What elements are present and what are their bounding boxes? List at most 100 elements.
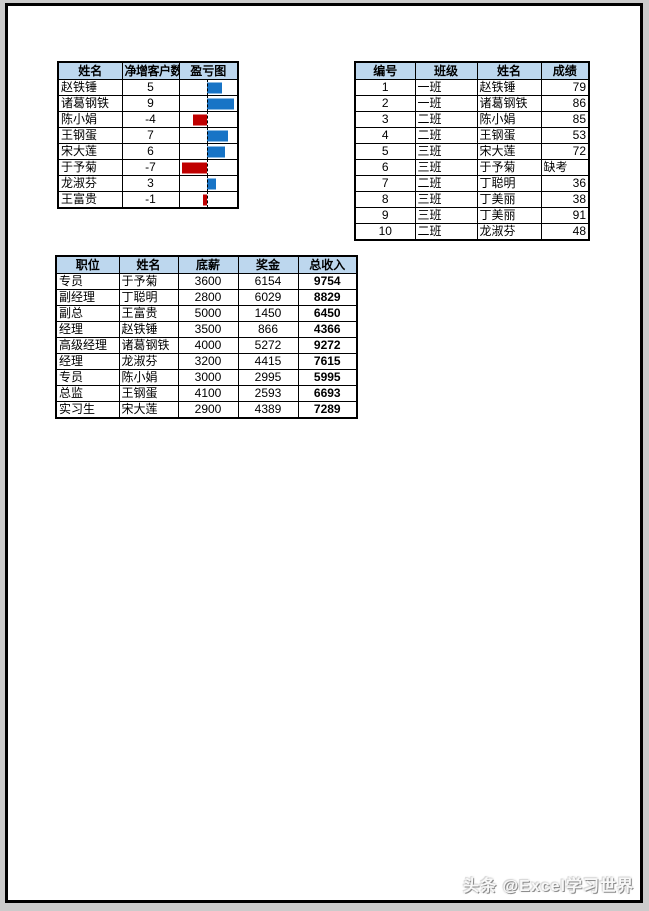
cell-net-increase: 3 bbox=[121, 175, 180, 192]
cell-name: 王富贵 bbox=[118, 305, 179, 322]
table-row: 7 二班 丁聪明 36 bbox=[354, 175, 590, 192]
cell-name: 丁美丽 bbox=[476, 191, 542, 208]
cell-net-increase: -4 bbox=[121, 111, 180, 128]
cell-class: 二班 bbox=[414, 223, 478, 241]
cell-total-income: 6450 bbox=[297, 305, 358, 322]
table-row: 8 三班 丁美丽 38 bbox=[354, 191, 590, 208]
cell-bonus: 4389 bbox=[237, 401, 299, 419]
cell-id: 6 bbox=[354, 159, 416, 176]
cell-bonus: 2995 bbox=[237, 369, 299, 386]
cell-id: 9 bbox=[354, 207, 416, 224]
cell-total-income: 9272 bbox=[297, 337, 358, 354]
data-bar-negative bbox=[182, 162, 207, 173]
cell-base-salary: 3000 bbox=[177, 369, 239, 386]
col-header-name: 姓名 bbox=[476, 61, 542, 80]
table-row: 副总 王富贵 5000 1450 6450 bbox=[55, 305, 358, 322]
cell-base-salary: 2800 bbox=[177, 289, 239, 306]
table-row: 诸葛钢铁 9 bbox=[57, 95, 239, 112]
cell-total-income: 7289 bbox=[297, 401, 358, 419]
cell-name: 宋大莲 bbox=[476, 143, 542, 160]
cell-name: 龙淑芬 bbox=[118, 353, 179, 370]
cell-profit-bar bbox=[178, 143, 239, 160]
cell-net-increase: 9 bbox=[121, 95, 180, 112]
cell-class: 三班 bbox=[414, 191, 478, 208]
col-header-score: 成绩 bbox=[540, 61, 590, 80]
bar-axis-line bbox=[206, 144, 208, 159]
cell-id: 10 bbox=[354, 223, 416, 241]
cell-name: 于予菊 bbox=[476, 159, 542, 176]
table-row: 专员 陈小娟 3000 2995 5995 bbox=[55, 369, 358, 386]
cell-total-income: 9754 bbox=[297, 273, 358, 290]
cell-id: 2 bbox=[354, 95, 416, 112]
col-header-name: 姓名 bbox=[57, 61, 123, 80]
table-row: 经理 赵铁锤 3500 866 4366 bbox=[55, 321, 358, 338]
cell-net-increase: 6 bbox=[121, 143, 180, 160]
cell-name: 陈小娟 bbox=[57, 111, 123, 128]
cell-id: 4 bbox=[354, 127, 416, 144]
col-header-position: 职位 bbox=[55, 255, 120, 274]
cell-name: 诸葛钢铁 bbox=[57, 95, 123, 112]
table-row: 3 二班 陈小娟 85 bbox=[354, 111, 590, 128]
cell-bonus: 2593 bbox=[237, 385, 299, 402]
bar-axis-line bbox=[206, 96, 208, 111]
cell-name: 陈小娟 bbox=[118, 369, 179, 386]
cell-base-salary: 3600 bbox=[177, 273, 239, 290]
cell-total-income: 8829 bbox=[297, 289, 358, 306]
cell-class: 二班 bbox=[414, 175, 478, 192]
cell-class: 二班 bbox=[414, 127, 478, 144]
cell-bonus: 1450 bbox=[237, 305, 299, 322]
cell-class: 一班 bbox=[414, 95, 478, 112]
col-header-bonus: 奖金 bbox=[237, 255, 299, 274]
cell-profit-bar bbox=[178, 95, 239, 112]
table-row: 副经理 丁聪明 2800 6029 8829 bbox=[55, 289, 358, 306]
cell-name: 龙淑芬 bbox=[476, 223, 542, 241]
cell-net-increase: -7 bbox=[121, 159, 180, 176]
cell-total-income: 4366 bbox=[297, 321, 358, 338]
col-header-base-salary: 底薪 bbox=[177, 255, 239, 274]
cell-score: 36 bbox=[540, 175, 590, 192]
income-table-body: 专员 于予菊 3600 6154 9754 副经理 丁聪明 2800 6029 8829 副总 王富贵… bbox=[55, 273, 358, 419]
cell-name: 丁美丽 bbox=[476, 207, 542, 224]
cell-id: 5 bbox=[354, 143, 416, 160]
col-header-id: 编号 bbox=[354, 61, 416, 80]
cell-class: 三班 bbox=[414, 143, 478, 160]
cell-class: 三班 bbox=[414, 207, 478, 224]
cell-position: 高级经理 bbox=[55, 337, 120, 354]
cell-name: 王富贵 bbox=[57, 191, 123, 209]
table-row: 实习生 宋大莲 2900 4389 7289 bbox=[55, 401, 358, 419]
col-header-class: 班级 bbox=[414, 61, 478, 80]
cell-class: 一班 bbox=[414, 79, 478, 96]
cell-class: 二班 bbox=[414, 111, 478, 128]
cell-name: 赵铁锤 bbox=[476, 79, 542, 96]
col-header-name: 姓名 bbox=[118, 255, 179, 274]
cell-name: 丁聪明 bbox=[118, 289, 179, 306]
cell-name: 丁聪明 bbox=[476, 175, 542, 192]
cell-id: 7 bbox=[354, 175, 416, 192]
header-row: 编号 班级 姓名 成绩 bbox=[354, 61, 590, 80]
cell-profit-bar bbox=[178, 175, 239, 192]
cell-total-income: 5995 bbox=[297, 369, 358, 386]
data-bar-negative bbox=[192, 114, 207, 125]
cell-profit-bar bbox=[178, 127, 239, 144]
table-row: 9 三班 丁美丽 91 bbox=[354, 207, 590, 224]
score-table-body: 1 一班 赵铁锤 79 2 一班 诸葛钢铁 86 3 二班 陈小娟 85 4 二班 王钢蛋 53 5 三班 宋大莲 7… bbox=[354, 79, 590, 241]
cell-score: 91 bbox=[540, 207, 590, 224]
data-bar-positive bbox=[206, 178, 216, 189]
cell-name: 陈小娟 bbox=[476, 111, 542, 128]
cell-bonus: 6029 bbox=[237, 289, 299, 306]
score-table: 编号 班级 姓名 成绩 1 一班 赵铁锤 79 2 一班 诸葛钢铁 86 3 二班 陈小娟 85 4 二班… bbox=[354, 61, 590, 241]
bar-axis-line bbox=[206, 176, 208, 191]
bar-axis-line bbox=[206, 80, 208, 95]
table-row: 专员 于予菊 3600 6154 9754 bbox=[55, 273, 358, 290]
watermark: 头条 @Excel学习世界 bbox=[463, 878, 634, 895]
cell-base-salary: 4000 bbox=[177, 337, 239, 354]
table-row: 宋大莲 6 bbox=[57, 143, 239, 160]
cell-base-salary: 5000 bbox=[177, 305, 239, 322]
cell-bonus: 866 bbox=[237, 321, 299, 338]
bar-axis-line bbox=[206, 112, 208, 127]
col-header-total-income: 总收入 bbox=[297, 255, 358, 274]
table-row: 2 一班 诸葛钢铁 86 bbox=[354, 95, 590, 112]
cell-base-salary: 2900 bbox=[177, 401, 239, 419]
table-row: 6 三班 于予菊 缺考 bbox=[354, 159, 590, 176]
